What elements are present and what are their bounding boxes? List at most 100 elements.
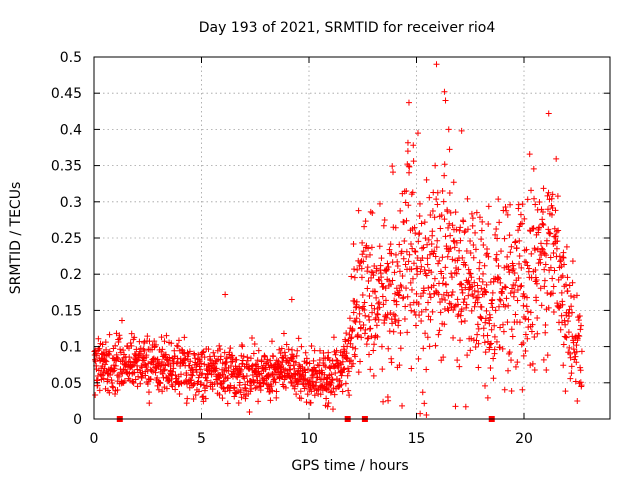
data-point bbox=[395, 291, 402, 298]
data-point bbox=[544, 352, 551, 359]
data-point bbox=[399, 295, 406, 302]
data-point bbox=[569, 279, 576, 286]
data-point bbox=[328, 371, 335, 378]
data-point bbox=[116, 373, 123, 380]
data-point bbox=[476, 259, 483, 266]
data-point bbox=[328, 380, 335, 387]
data-point bbox=[521, 215, 528, 222]
data-point bbox=[168, 375, 175, 382]
data-point bbox=[227, 345, 234, 352]
data-point bbox=[275, 358, 282, 365]
data-point bbox=[539, 209, 546, 216]
data-point bbox=[355, 369, 362, 376]
data-point bbox=[503, 295, 510, 302]
data-point bbox=[358, 265, 365, 272]
data-point bbox=[355, 207, 362, 214]
data-point bbox=[516, 319, 523, 326]
data-point bbox=[394, 262, 401, 269]
data-point bbox=[311, 347, 318, 354]
data-point bbox=[369, 269, 376, 276]
data-point bbox=[508, 357, 515, 364]
data-point bbox=[276, 346, 283, 353]
data-point bbox=[202, 374, 209, 381]
data-point bbox=[531, 246, 538, 253]
data-point bbox=[227, 382, 234, 389]
data-point bbox=[510, 265, 517, 272]
data-point bbox=[517, 221, 524, 228]
data-point bbox=[444, 208, 451, 215]
data-point bbox=[425, 313, 432, 320]
data-point bbox=[304, 391, 311, 398]
data-point bbox=[424, 261, 431, 268]
data-point bbox=[531, 367, 538, 374]
data-point bbox=[410, 142, 417, 149]
data-point bbox=[143, 352, 150, 359]
data-point bbox=[392, 318, 399, 325]
data-point bbox=[365, 245, 372, 252]
data-point bbox=[339, 358, 346, 365]
data-point bbox=[511, 289, 518, 296]
data-point bbox=[451, 238, 458, 245]
data-point bbox=[157, 379, 164, 386]
data-point bbox=[374, 311, 381, 318]
data-point bbox=[492, 307, 499, 314]
data-point bbox=[358, 334, 365, 341]
data-point bbox=[578, 348, 585, 355]
data-point bbox=[482, 349, 489, 356]
data-point bbox=[433, 61, 440, 68]
data-point bbox=[370, 272, 377, 279]
data-point bbox=[441, 172, 448, 179]
data-point bbox=[405, 99, 412, 106]
data-point bbox=[293, 352, 300, 359]
data-point bbox=[451, 303, 458, 310]
data-point bbox=[446, 146, 453, 153]
data-point bbox=[210, 349, 217, 356]
data-point bbox=[311, 392, 318, 399]
data-point bbox=[450, 237, 457, 244]
data-point bbox=[137, 345, 144, 352]
data-point bbox=[544, 192, 551, 199]
data-point bbox=[547, 291, 554, 298]
data-point bbox=[250, 350, 257, 357]
data-point bbox=[493, 257, 500, 264]
data-point bbox=[424, 241, 431, 248]
data-point bbox=[126, 354, 133, 361]
data-point bbox=[99, 372, 106, 379]
data-point bbox=[573, 348, 580, 355]
data-point bbox=[506, 349, 513, 356]
data-point bbox=[457, 280, 464, 287]
data-point bbox=[539, 220, 546, 227]
data-point bbox=[396, 292, 403, 299]
data-point bbox=[398, 248, 405, 255]
data-point bbox=[534, 206, 541, 213]
data-point bbox=[301, 366, 308, 373]
data-point bbox=[383, 314, 390, 321]
data-point bbox=[543, 366, 550, 373]
data-point bbox=[489, 304, 496, 311]
data-point bbox=[168, 340, 175, 347]
data-point bbox=[436, 327, 443, 334]
data-point bbox=[517, 283, 524, 290]
data-point bbox=[465, 277, 472, 284]
data-point bbox=[512, 238, 519, 245]
data-point bbox=[467, 347, 474, 354]
data-point bbox=[285, 346, 292, 353]
data-point bbox=[208, 371, 215, 378]
data-point bbox=[437, 299, 444, 306]
data-point bbox=[528, 328, 535, 335]
data-point bbox=[117, 346, 124, 353]
data-point bbox=[399, 402, 406, 409]
data-point bbox=[545, 304, 552, 311]
data-point bbox=[374, 310, 381, 317]
data-point bbox=[231, 384, 238, 391]
data-point bbox=[389, 320, 396, 327]
data-point bbox=[448, 270, 455, 277]
data-point bbox=[425, 299, 432, 306]
data-point bbox=[348, 363, 355, 370]
data-point bbox=[443, 281, 450, 288]
data-point bbox=[487, 314, 494, 321]
data-point bbox=[283, 341, 290, 348]
data-point bbox=[401, 237, 408, 244]
data-point bbox=[95, 335, 102, 342]
data-point bbox=[524, 294, 531, 301]
